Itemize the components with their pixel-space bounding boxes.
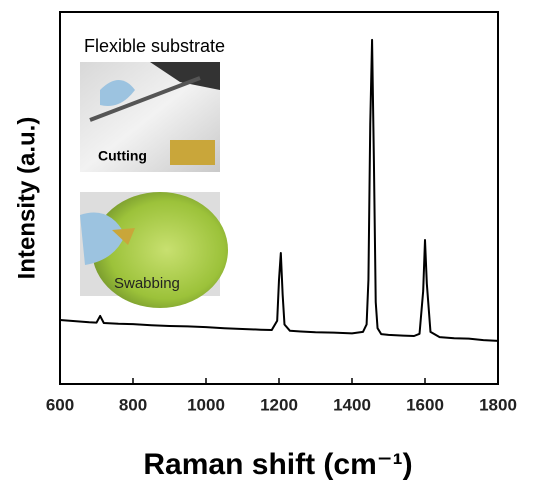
x-tick-label: 1000 bbox=[187, 395, 225, 414]
annotation: Flexible substrate bbox=[84, 36, 225, 56]
x-tick-label: 600 bbox=[46, 395, 74, 414]
x-tick-label: 1200 bbox=[260, 395, 298, 414]
x-tick-label: 1400 bbox=[333, 395, 371, 414]
inset-cutting bbox=[80, 62, 220, 172]
annotation: Swabbing bbox=[114, 275, 180, 292]
annotation: Cutting bbox=[98, 148, 147, 164]
x-tick-label: 1600 bbox=[406, 395, 444, 414]
x-tick-label: 800 bbox=[119, 395, 147, 414]
y-axis-label: Intensity (a.u.) bbox=[13, 117, 40, 280]
spectrum-line bbox=[59, 38, 499, 342]
inset-swabbing bbox=[80, 192, 228, 308]
x-tick-label: 1800 bbox=[479, 395, 517, 414]
x-axis-label: Raman shift (cm⁻¹) bbox=[143, 448, 412, 481]
